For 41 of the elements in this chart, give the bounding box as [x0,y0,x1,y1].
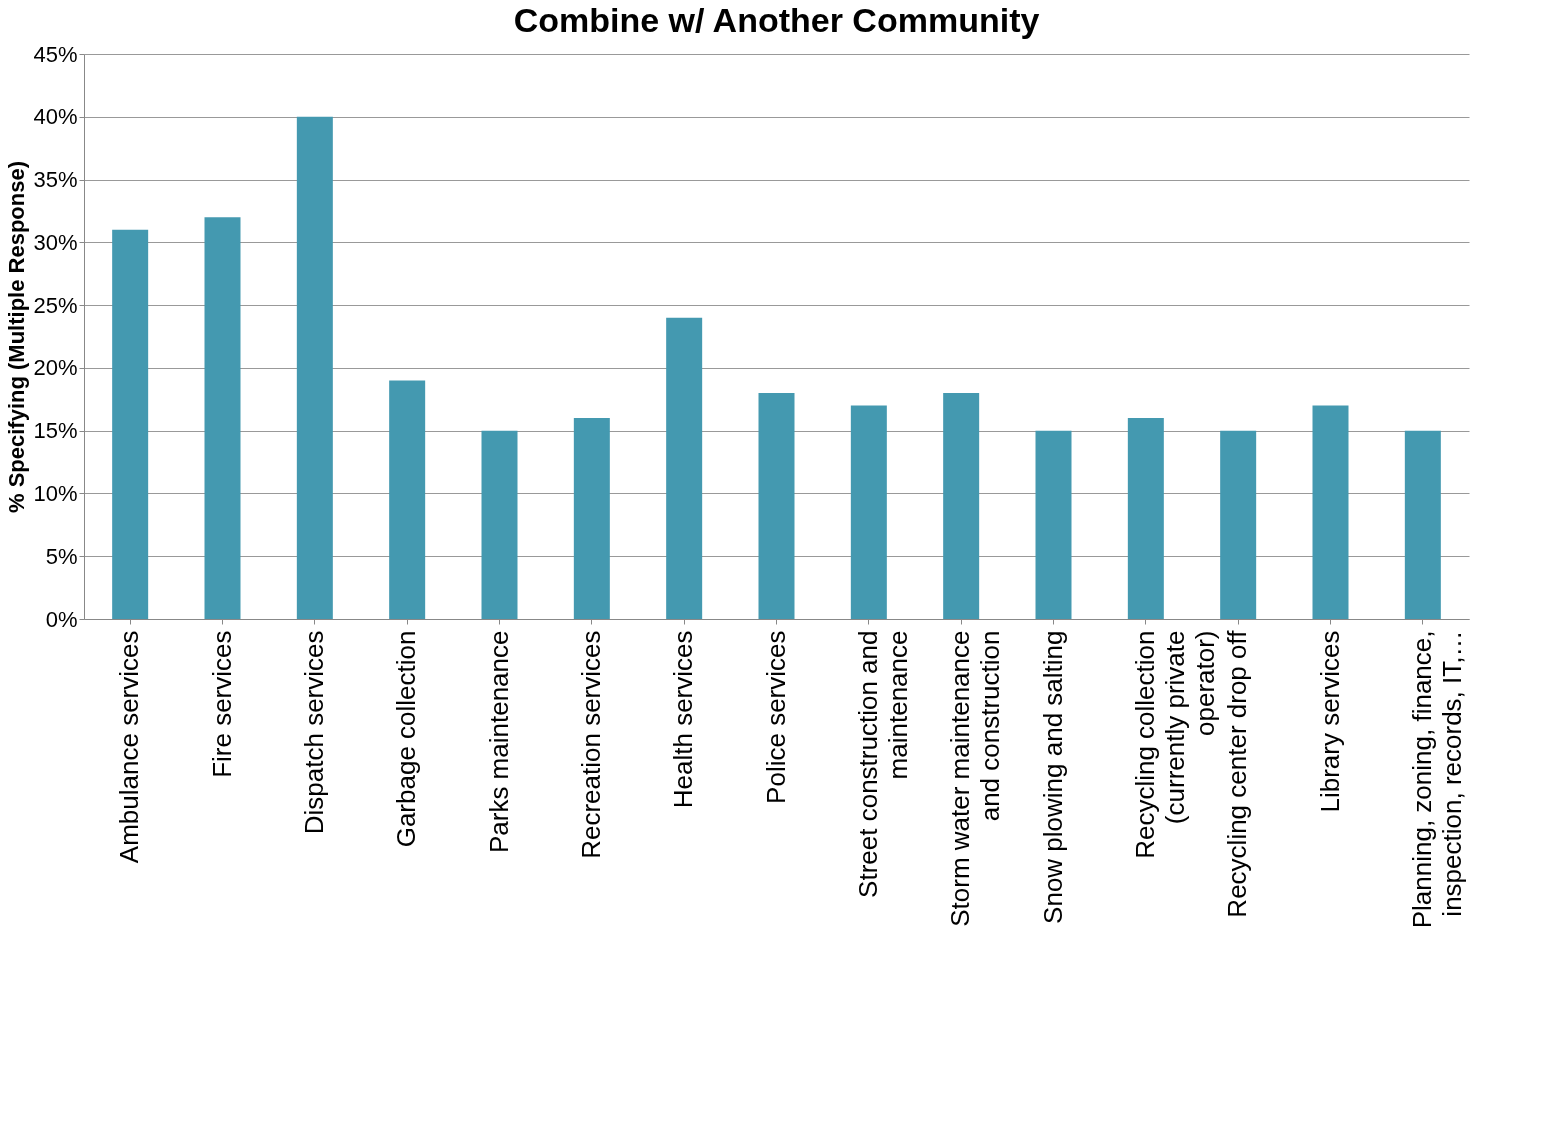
bar [758,393,795,619]
bar [1035,430,1072,619]
bar [1220,430,1257,619]
bar [1404,430,1441,619]
bar [1312,405,1349,619]
bar [481,430,518,619]
bar [943,393,980,619]
x-tick-label: Recycling collection (currently private operator) [1129,630,1220,859]
x-tick-label: Dispatch services [298,630,329,835]
x-tick-label: Fire services [206,630,237,778]
bar [389,380,426,619]
y-tick-label: 10% [33,480,78,506]
y-tick-label: 30% [33,229,78,255]
y-tick-label: 40% [33,104,78,130]
x-tick-label: Police services [760,630,791,804]
x-tick-label: Recycling center drop off [1222,629,1253,918]
y-tick-label: 35% [33,167,78,193]
x-tick-label: Parks maintenance [483,630,514,854]
y-tick-label: 15% [33,418,78,444]
chart-title: Combine w/ Another Community [513,1,1040,39]
bar [204,217,241,619]
y-axis-title: % Specifying (Multiple Response) [4,160,30,514]
bar [1127,418,1164,619]
y-tick-label: 25% [33,292,78,318]
x-tick-label: Recreation services [575,630,606,859]
y-tick-label: 45% [33,41,78,67]
bar [573,418,610,619]
y-tick-label: 0% [45,606,78,632]
bar [296,116,333,619]
x-tick-label: Snow plowing and salting [1037,630,1068,924]
x-tick-label: Ambulance services [114,630,145,864]
y-tick-label: 20% [33,355,78,381]
x-tick-label: Health services [668,630,699,809]
x-tick-label: Library services [1314,630,1345,813]
x-tick-label: Street construction and maintenance [852,630,913,898]
bar [850,405,887,619]
x-tick-label: Garbage collection [391,630,422,848]
y-tick-label: 5% [45,543,78,569]
x-tick-label: Planning, zoning, finance, inspection, records, IT,… [1406,630,1467,929]
bar [112,229,149,619]
bar [666,317,703,619]
